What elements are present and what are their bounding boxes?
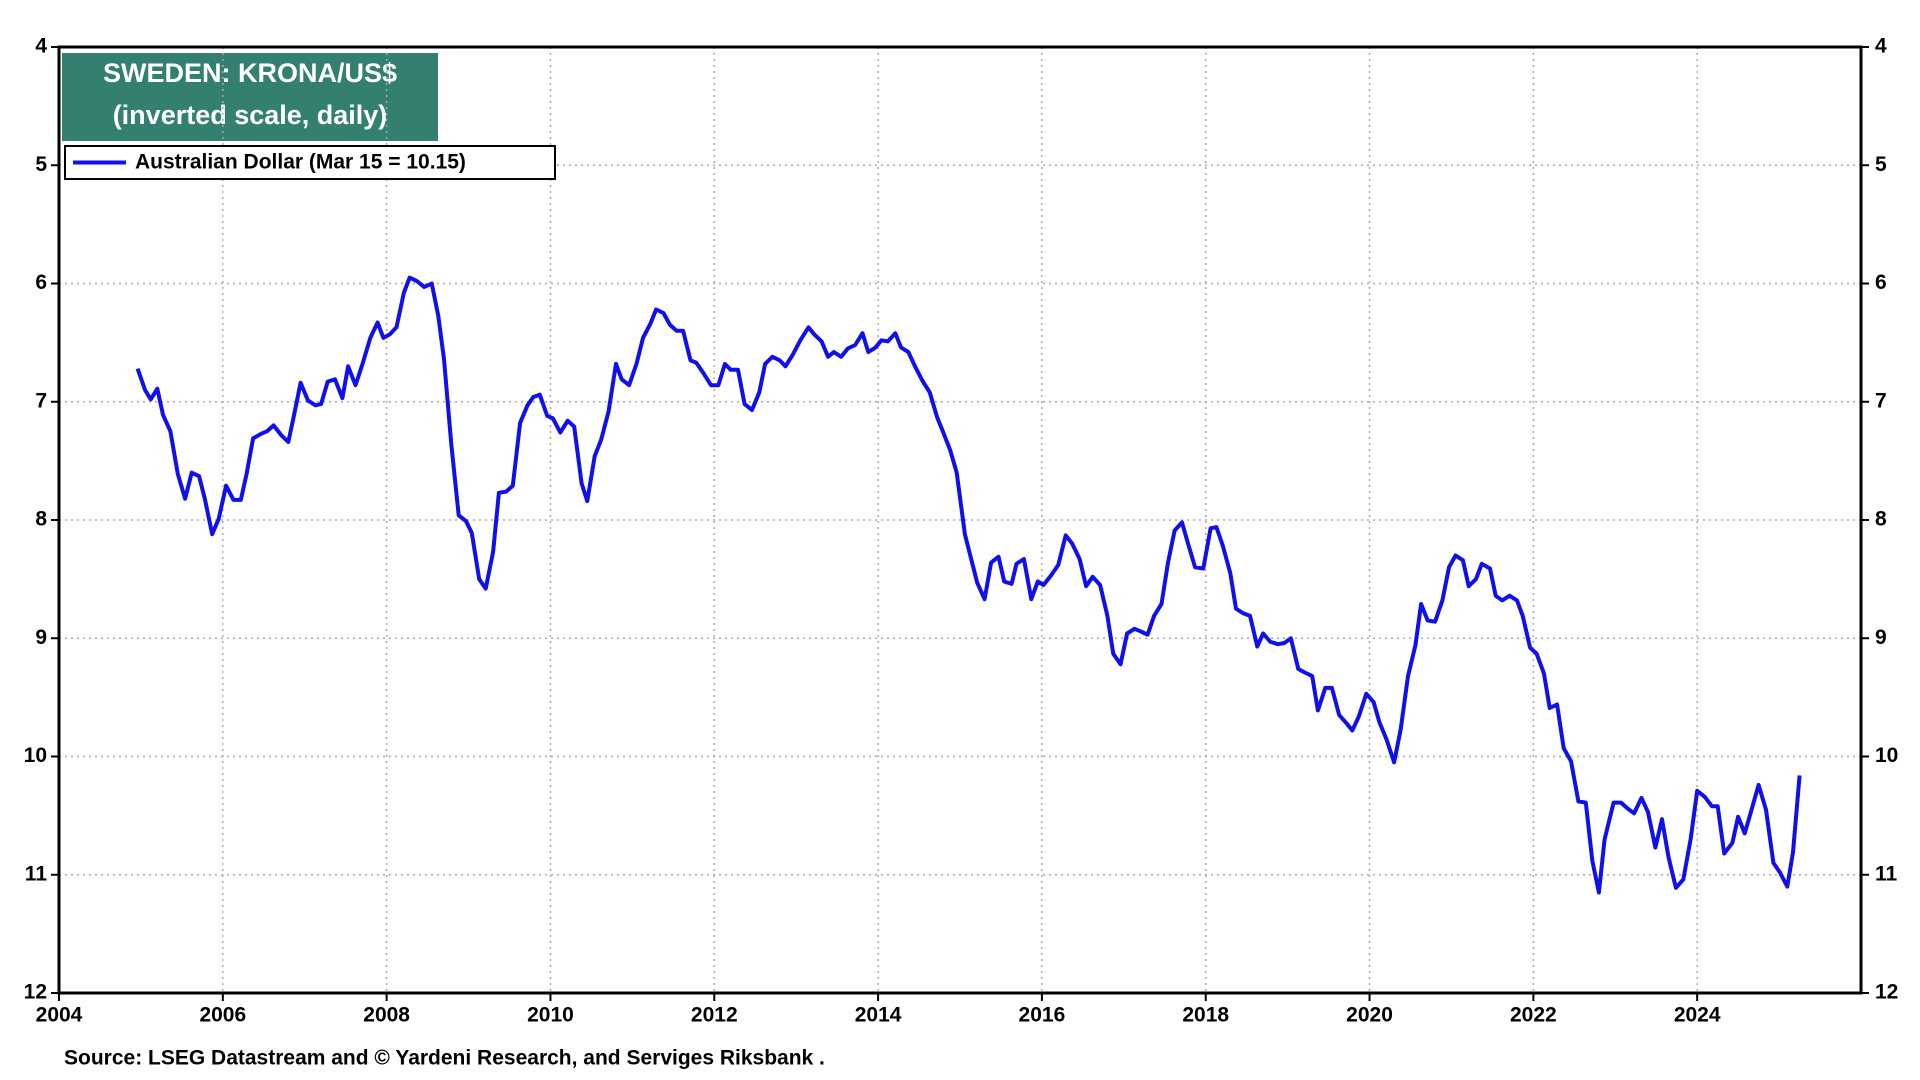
y2-tick-label: 9 [1875, 626, 1887, 649]
x-tick-label: 2006 [199, 1004, 246, 1027]
y-tick-label: 4 [35, 35, 47, 58]
x-tick-label: 2010 [527, 1004, 574, 1027]
y2-tick-label: 7 [1875, 389, 1887, 412]
x-tick-label: 2024 [1674, 1004, 1721, 1027]
y-tick-label: 9 [35, 626, 47, 649]
x-tick-label: 2004 [36, 1004, 83, 1027]
y2-tick-label: 8 [1875, 508, 1887, 531]
source-note: Source: LSEG Datastream and © Yardeni Re… [64, 1047, 825, 1070]
x-tick-label: 2018 [1182, 1004, 1229, 1027]
y-tick-label: 5 [35, 153, 47, 176]
x-tick-label: 2016 [1019, 1004, 1066, 1027]
chart-title: SWEDEN: KRONA/US$ [103, 58, 397, 88]
x-tick-label: 2012 [691, 1004, 738, 1027]
y2-tick-label: 5 [1875, 153, 1887, 176]
y2-tick-label: 12 [1875, 981, 1898, 1004]
y-tick-label: 6 [35, 271, 47, 294]
y2-tick-label: 6 [1875, 271, 1887, 294]
y-tick-label: 11 [25, 862, 48, 885]
chart-subtitle: (inverted scale, daily) [113, 100, 388, 130]
y-tick-label: 12 [24, 981, 47, 1004]
legend-box [64, 145, 556, 180]
x-tick-label: 2020 [1346, 1004, 1393, 1027]
series-line [135, 275, 1802, 895]
plot-frame [57, 45, 1863, 995]
title-box [62, 53, 438, 141]
x-tick-label: 2008 [363, 1004, 410, 1027]
y-tick-label: 8 [35, 508, 47, 531]
x-tick-label: 2022 [1510, 1004, 1557, 1027]
y2-tick-label: 4 [1875, 35, 1887, 58]
x-tick-label: 2014 [855, 1004, 902, 1027]
y-tick-label: 10 [24, 744, 47, 767]
y2-tick-label: 10 [1875, 744, 1898, 767]
y2-tick-label: 11 [1875, 862, 1898, 885]
legend-label: Australian Dollar (Mar 15 = 10.15) [135, 151, 466, 174]
y-tick-label: 7 [35, 389, 47, 412]
